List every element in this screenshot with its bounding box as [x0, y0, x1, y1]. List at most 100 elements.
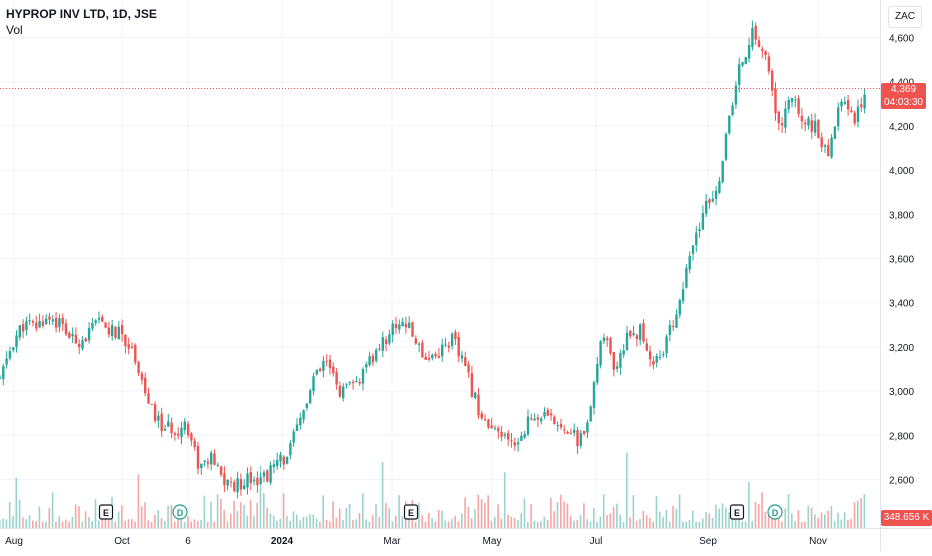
volume-bar — [358, 512, 361, 528]
candle-body — [566, 431, 569, 434]
candles — [0, 20, 866, 499]
volume-bar — [543, 516, 546, 528]
volume-bar — [325, 519, 328, 528]
volume-bar — [428, 513, 430, 528]
dividend-marker[interactable]: D — [767, 504, 783, 520]
candle-body — [117, 326, 120, 339]
candle-body — [411, 322, 414, 337]
candle-body — [675, 314, 678, 328]
candle-body — [236, 478, 239, 493]
candle-body — [804, 122, 807, 125]
volume-bar — [114, 521, 117, 528]
time-tick-label: 2024 — [271, 536, 294, 547]
last-volume-label: 348.656 K — [881, 510, 932, 526]
candle-body — [523, 433, 526, 438]
candle-body — [111, 325, 114, 337]
volume-bar — [589, 521, 592, 528]
earnings-marker[interactable]: E — [729, 504, 745, 520]
candle-body — [516, 442, 520, 445]
volume-bar — [536, 521, 539, 528]
candle-body — [592, 382, 596, 408]
price-tick-label: 3,200 — [889, 343, 914, 354]
candle-body — [619, 353, 622, 368]
volume-bar — [800, 521, 803, 528]
candle-body — [846, 99, 850, 110]
volume-bar — [500, 518, 503, 528]
candle-body — [144, 377, 147, 394]
volume-bar — [187, 516, 189, 528]
candle-body — [794, 99, 797, 101]
dividend-marker[interactable]: D — [172, 504, 188, 520]
volume-bar — [754, 501, 757, 528]
volume-bar — [629, 517, 631, 528]
candle-body — [734, 85, 738, 105]
candle-body — [140, 373, 144, 380]
volume-bar — [467, 506, 470, 528]
candle-body — [94, 320, 97, 323]
candle-body — [797, 98, 800, 115]
volume-bar — [160, 518, 163, 528]
candle-body — [272, 464, 276, 468]
volume-bar — [843, 512, 846, 528]
volume-bar — [741, 521, 744, 528]
candle-body — [289, 443, 292, 456]
candle-body — [450, 333, 454, 347]
volume-bar — [289, 520, 291, 528]
volume-bar — [454, 515, 456, 528]
bar-countdown: 04:03:30 — [884, 97, 923, 108]
volume-bar — [259, 465, 262, 528]
volume-bar — [820, 512, 823, 528]
volume-bar — [243, 504, 245, 528]
candle-body — [332, 366, 335, 374]
event-marker-label: E — [734, 508, 740, 518]
candle-body — [28, 319, 31, 321]
earnings-marker[interactable]: E — [403, 504, 419, 520]
volume-bar — [315, 518, 318, 528]
candle-body — [850, 110, 853, 112]
volume-bar — [824, 514, 826, 528]
volume-bar — [137, 474, 140, 528]
candle-body — [193, 440, 196, 448]
time-scale[interactable]: Aug Oct 6 2024 Mar May Jul Sep Nov — [0, 528, 880, 551]
volume-bar — [586, 519, 588, 528]
candle-body — [721, 161, 724, 183]
currency-button[interactable]: ZAC — [888, 6, 922, 28]
volume-bar — [837, 512, 839, 528]
volume-bar — [263, 493, 265, 528]
volume-bar — [507, 514, 509, 528]
volume-bar — [365, 519, 367, 528]
volume-bar — [18, 499, 21, 528]
price-scale[interactable]: 4,6004,4004,2004,0003,8003,6003,4003,200… — [880, 0, 932, 528]
candle-body — [12, 347, 15, 350]
candle-body — [348, 382, 351, 384]
price-tick-label: 4,000 — [889, 166, 914, 177]
symbol-title[interactable]: HYPROP INV LTD, 1D, JSE — [6, 7, 157, 21]
volume-bar — [157, 510, 159, 528]
candle-body — [810, 120, 813, 132]
earnings-marker[interactable]: E — [98, 504, 114, 520]
volume-bar — [58, 515, 60, 528]
volume-bar — [381, 461, 384, 528]
candle-body — [688, 255, 691, 270]
candle-body — [365, 364, 368, 368]
candle-body — [817, 119, 820, 139]
candle-body — [639, 324, 642, 340]
volume-legend-label[interactable]: Vol — [6, 23, 23, 37]
candle-body — [5, 358, 8, 365]
volume-bar — [170, 504, 173, 528]
volume-bar — [335, 517, 338, 528]
volume-bar — [626, 452, 628, 528]
candle-body — [388, 334, 391, 344]
volume-bar — [540, 520, 542, 528]
volume-bar — [15, 477, 18, 528]
volume-bar — [91, 521, 93, 528]
volume-bar — [414, 521, 417, 528]
volume-bar — [569, 515, 572, 528]
volume-bar — [632, 495, 635, 528]
volume-bar — [490, 521, 493, 528]
time-tick-label: Jul — [590, 536, 603, 547]
volume-bar — [154, 514, 156, 528]
candle-body — [177, 433, 180, 436]
